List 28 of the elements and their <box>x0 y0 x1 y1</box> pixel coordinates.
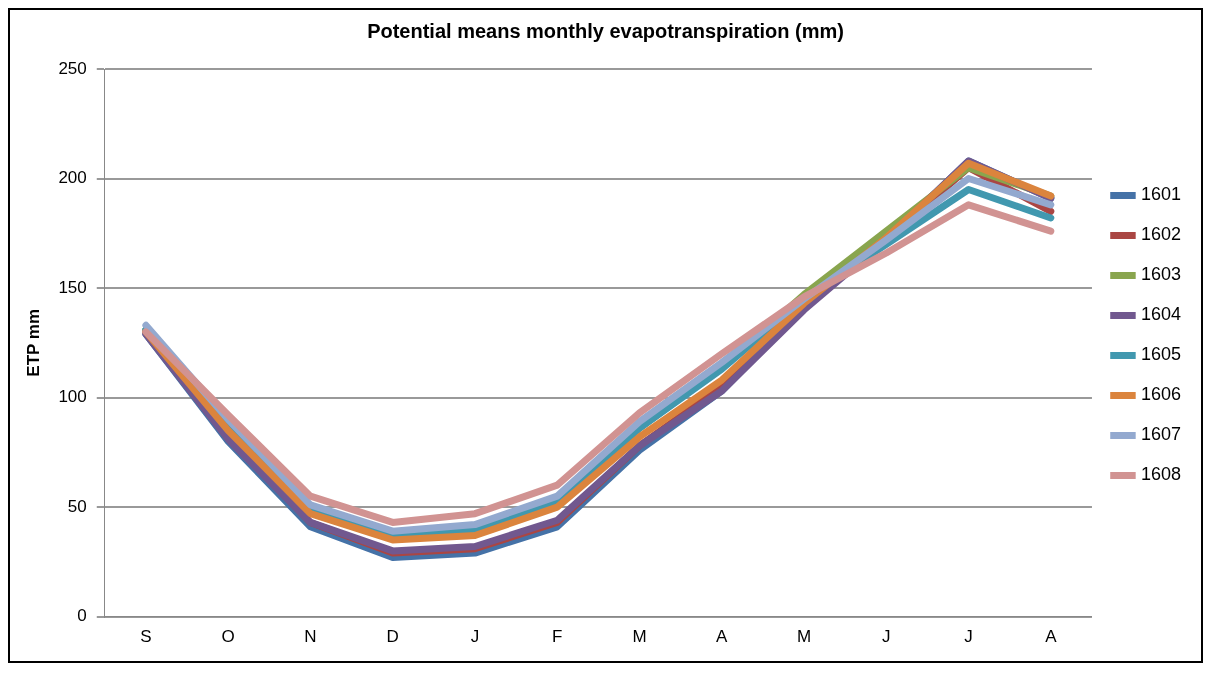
legend-label: 1606 <box>1140 384 1181 405</box>
x-tick-label: S <box>140 627 152 647</box>
y-tick-label: 0 <box>77 606 87 626</box>
y-tick-label: 150 <box>58 277 87 297</box>
legend-label: 1607 <box>1140 424 1181 445</box>
x-tick-label: J <box>470 627 480 647</box>
x-tick-label: J <box>882 627 891 647</box>
x-tick-label: J <box>964 627 973 647</box>
y-axis-title: ETP mm <box>23 308 43 377</box>
legend-label: 1604 <box>1140 304 1181 325</box>
x-tick-label: F <box>552 627 563 647</box>
y-tick-label: 50 <box>67 496 87 516</box>
x-tick-label: A <box>716 627 729 647</box>
chart-title: Potential means monthly evapotranspiration (mm) <box>367 19 844 42</box>
x-tick-label: M <box>796 627 812 647</box>
x-tick-label: N <box>304 627 317 647</box>
legend-label: 1603 <box>1140 264 1181 285</box>
x-tick-label: M <box>632 627 647 647</box>
legend-label: 1601 <box>1140 184 1181 205</box>
x-tick-label: D <box>386 627 399 647</box>
legend-label: 1602 <box>1140 224 1181 245</box>
legend-label: 1608 <box>1140 464 1181 485</box>
x-tick-label: A <box>1045 627 1058 647</box>
y-tick-label: 100 <box>58 387 87 407</box>
legend-label: 1605 <box>1140 344 1181 365</box>
y-tick-label: 250 <box>58 58 87 78</box>
x-tick-label: O <box>221 627 235 647</box>
y-tick-label: 200 <box>58 168 87 188</box>
